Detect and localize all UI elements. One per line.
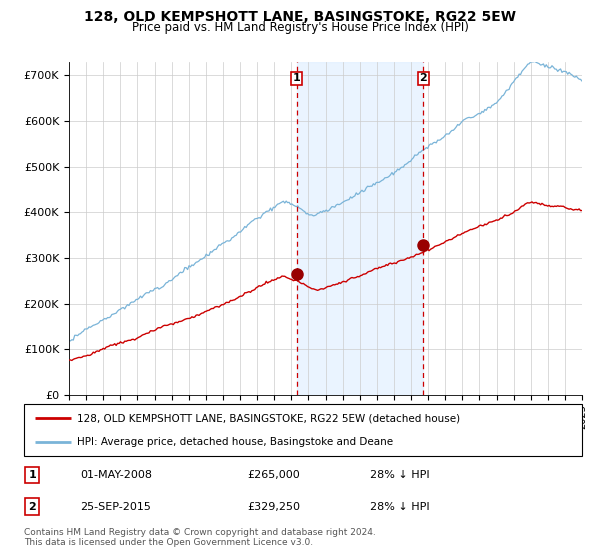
Text: 128, OLD KEMPSHOTT LANE, BASINGSTOKE, RG22 5EW: 128, OLD KEMPSHOTT LANE, BASINGSTOKE, RG… [84, 10, 516, 24]
Text: Price paid vs. HM Land Registry's House Price Index (HPI): Price paid vs. HM Land Registry's House … [131, 21, 469, 34]
Text: 1: 1 [28, 470, 36, 480]
Bar [575, 62, 582, 395]
Text: 28% ↓ HPI: 28% ↓ HPI [370, 502, 430, 511]
Text: 1: 1 [293, 73, 301, 83]
Bar [297, 62, 424, 395]
Text: £329,250: £329,250 [247, 502, 300, 511]
Text: 28% ↓ HPI: 28% ↓ HPI [370, 470, 430, 480]
Text: 25-SEP-2015: 25-SEP-2015 [80, 502, 151, 511]
Text: HPI: Average price, detached house, Basingstoke and Deane: HPI: Average price, detached house, Basi… [77, 437, 393, 447]
Text: 2: 2 [419, 73, 427, 83]
Text: Contains HM Land Registry data © Crown copyright and database right 2024.
This d: Contains HM Land Registry data © Crown c… [24, 528, 376, 547]
Text: 128, OLD KEMPSHOTT LANE, BASINGSTOKE, RG22 5EW (detached house): 128, OLD KEMPSHOTT LANE, BASINGSTOKE, RG… [77, 413, 460, 423]
Text: £265,000: £265,000 [247, 470, 300, 480]
Text: 2: 2 [28, 502, 36, 511]
Text: 01-MAY-2008: 01-MAY-2008 [80, 470, 152, 480]
